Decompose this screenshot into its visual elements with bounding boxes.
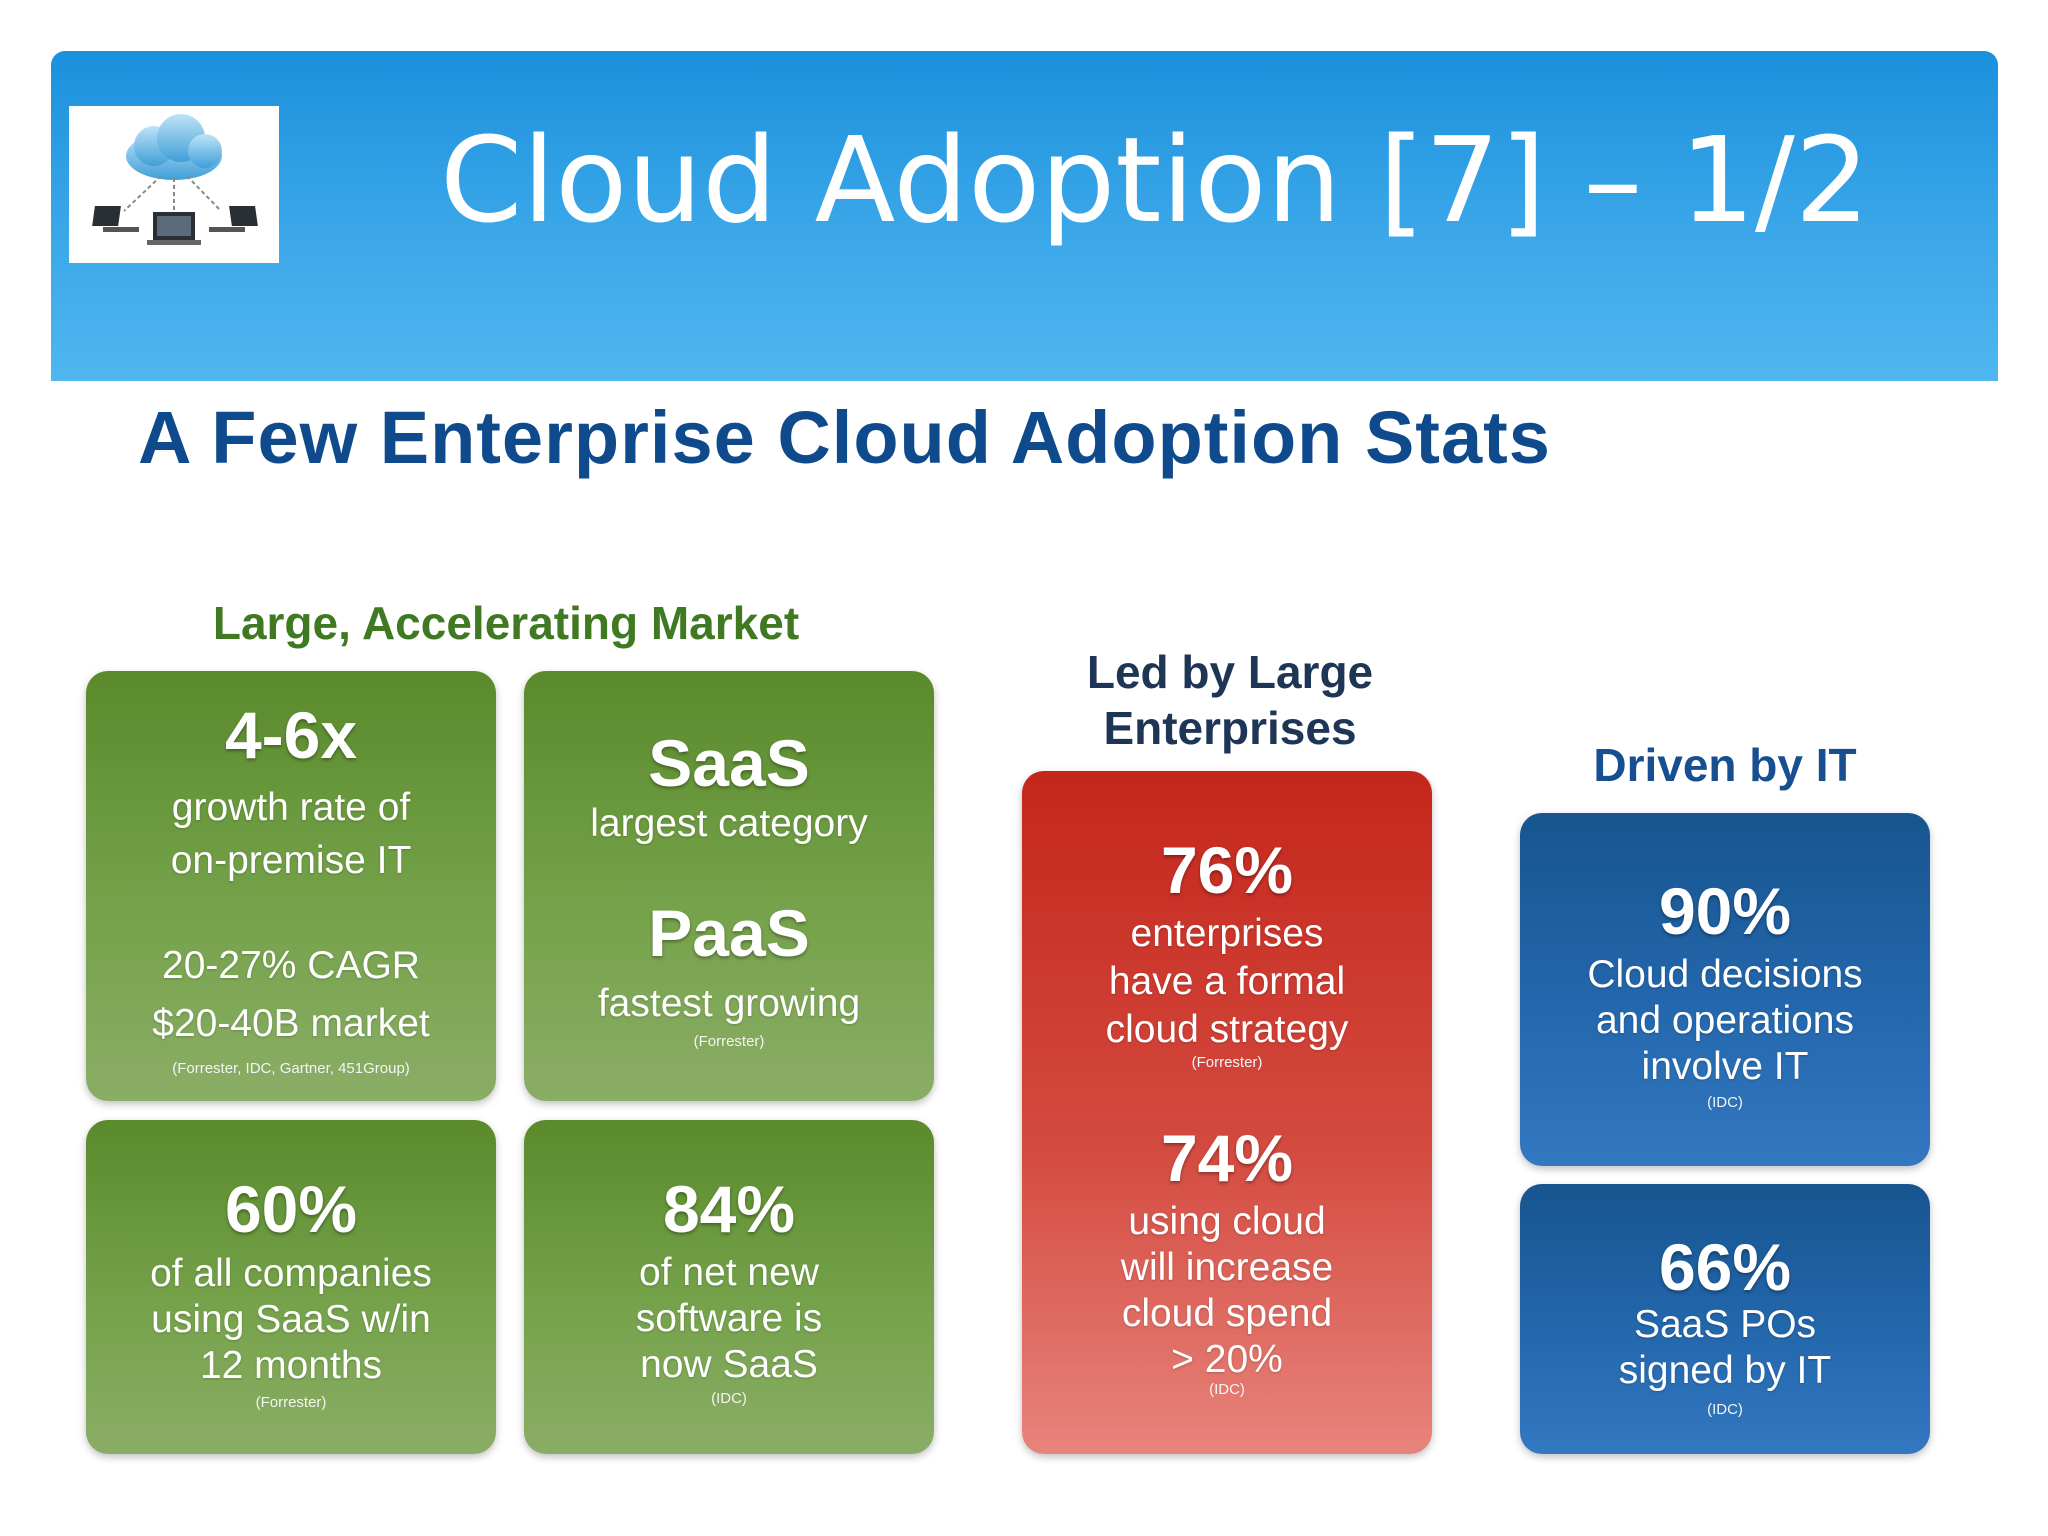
stat-value: 66% [1658, 1230, 1792, 1304]
title-bar [51, 51, 1998, 381]
stat-source: (Forrester) [255, 1394, 327, 1411]
stat-value: SaaS [648, 726, 810, 800]
stat-text: will increase [1120, 1246, 1334, 1289]
stat-card-software: 84% of net new software is now SaaS (IDC… [524, 1120, 934, 1454]
stat-value: 76% [1160, 833, 1294, 907]
stat-text: SaaS POs [1633, 1303, 1817, 1346]
stat-source: (IDC) [711, 1390, 747, 1407]
stat-source: (IDC) [1707, 1094, 1743, 1111]
stat-text: involve IT [1641, 1045, 1809, 1088]
stat-text: enterprises [1130, 912, 1324, 955]
stat-text: of net new [639, 1251, 819, 1294]
stat-text: growth rate of [171, 786, 411, 829]
stat-source: (IDC) [1707, 1401, 1743, 1418]
section-heading-market: Large, Accelerating Market [212, 597, 800, 649]
stat-value: PaaS [648, 896, 810, 970]
stat-card-companies: 60% of all companies using SaaS w/in 12 … [86, 1120, 496, 1454]
stat-text: now SaaS [640, 1343, 818, 1386]
stat-text: have a formal [1108, 960, 1346, 1003]
cloud-network-icon [92, 114, 258, 245]
stat-text: 20-27% CAGR [162, 944, 420, 987]
stat-card-growth: 4-6x growth rate of on-premise IT 20-27%… [86, 671, 496, 1101]
stat-card-pos: 66% SaaS POs signed by IT (IDC) [1520, 1184, 1930, 1454]
stat-text: largest category [590, 802, 868, 845]
stat-text: using cloud [1128, 1200, 1326, 1243]
section-heading-line: Led by Large [1086, 646, 1374, 698]
stat-text: of all companies [150, 1252, 432, 1295]
section-heading-enterprises: Led by Large Enterprises [1010, 644, 1450, 756]
stat-card-saas-paas: SaaS largest category PaaS fastest growi… [524, 671, 934, 1101]
stat-text: using SaaS w/in [151, 1298, 431, 1341]
section-heading-line: Enterprises [1103, 702, 1357, 754]
slide-title: Cloud Adoption [7] – 1/2 [440, 111, 1870, 249]
stat-text: 12 months [199, 1344, 383, 1387]
stat-text: Cloud decisions [1587, 953, 1863, 996]
stat-source: (Forrester) [693, 1033, 765, 1050]
stat-card-enterprises: 76% enterprises have a formal cloud stra… [1022, 771, 1432, 1454]
stat-text: > 20% [1171, 1338, 1283, 1381]
logo [69, 106, 279, 263]
stat-value: 60% [224, 1172, 358, 1246]
stat-text: signed by IT [1618, 1349, 1832, 1392]
stat-text: fastest growing [597, 982, 861, 1025]
stat-source: (Forrester) [1191, 1054, 1263, 1071]
stat-value: 74% [1160, 1121, 1294, 1195]
stat-card-decisions: 90% Cloud decisions and operations invol… [1520, 813, 1930, 1166]
stat-source: (IDC) [1209, 1381, 1245, 1398]
stat-text: $20-40B market [152, 1002, 430, 1045]
section-heading-it: Driven by IT [1593, 739, 1857, 791]
infographic-title: A Few Enterprise Cloud Adoption Stats [138, 396, 1551, 479]
stat-text: cloud strategy [1105, 1008, 1349, 1051]
stat-value: 84% [662, 1172, 796, 1246]
stat-source: (Forrester, IDC, Gartner, 451Group) [172, 1060, 410, 1077]
stat-value: 4-6x [224, 698, 358, 772]
stat-text: on-premise IT [170, 839, 412, 882]
stat-text: software is [635, 1297, 823, 1340]
stat-text: cloud spend [1121, 1292, 1333, 1335]
stat-text: and operations [1595, 999, 1855, 1042]
stat-value: 90% [1658, 874, 1792, 948]
